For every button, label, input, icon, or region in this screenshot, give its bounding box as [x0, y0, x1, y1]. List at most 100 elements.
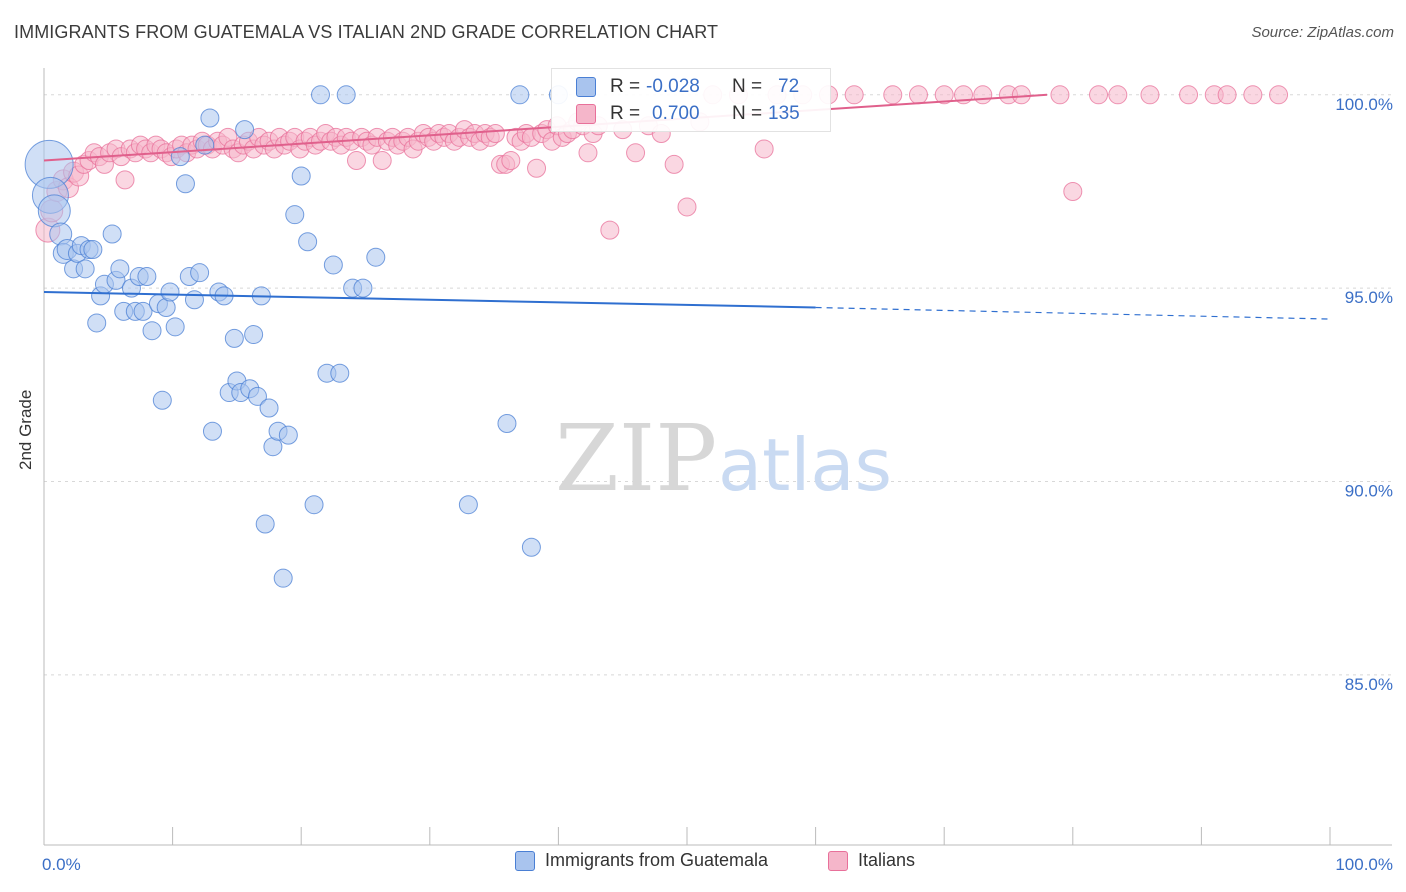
- r-label-pink: R =: [610, 103, 641, 124]
- legend-item-guatemala: Immigrants from Guatemala: [515, 850, 768, 871]
- guatemala-point: [259, 398, 279, 418]
- guatemala-point: [521, 537, 541, 557]
- guatemala-point: [336, 85, 356, 105]
- legend-swatch-italians: [828, 850, 848, 871]
- guatemala-point: [510, 85, 530, 105]
- legend-label-guatemala: Immigrants from Guatemala: [545, 850, 769, 870]
- guatemala-point: [497, 413, 517, 433]
- italians-point: [1108, 85, 1128, 105]
- tick-labels: 100.0% 95.0% 90.0% 85.0% 0.0% 100.0%: [42, 95, 1393, 874]
- guatemala-trend-extension: [815, 306, 1331, 320]
- guatemala-point: [83, 239, 103, 259]
- guatemala-point: [353, 278, 373, 298]
- watermark: ZIP atlas: [555, 405, 892, 512]
- y-tick-label: 90.0%: [1345, 482, 1393, 501]
- italians-point: [1063, 181, 1083, 201]
- y-axis-title: 2nd Grade: [16, 389, 35, 470]
- guatemala-point: [200, 108, 220, 128]
- trend-lines: [43, 93, 1331, 320]
- n-label-blue: N =: [732, 76, 763, 97]
- italians-point: [1089, 85, 1109, 105]
- italians-point: [883, 85, 903, 105]
- italians-point: [115, 170, 135, 190]
- guatemala-trend-line: [43, 291, 816, 309]
- guatemala-point: [244, 325, 264, 345]
- guatemala-point: [160, 282, 180, 302]
- italians-point: [527, 158, 547, 178]
- r-value-blue: -0.028: [646, 76, 700, 97]
- italians-point: [973, 85, 993, 105]
- watermark-atlas: atlas: [718, 423, 892, 507]
- guatemala-point: [310, 85, 330, 105]
- stats-swatch-pink: [576, 104, 596, 124]
- italians-point: [934, 85, 954, 105]
- guatemala-point: [273, 568, 293, 588]
- italians-point: [1011, 85, 1031, 105]
- stats-row-pink: R = 0.700 N = 135: [552, 100, 830, 128]
- italians-point: [754, 139, 774, 159]
- italians-point: [1140, 85, 1160, 105]
- n-value-pink: 135: [768, 103, 800, 124]
- italians-point: [908, 85, 928, 105]
- italians-point: [372, 151, 392, 171]
- watermark-zip: ZIP: [555, 405, 717, 512]
- stats-row-blue: R = -0.028 N = 72: [552, 73, 830, 101]
- stats-box: R = -0.028 N = 72 R = 0.700 N = 135: [551, 68, 831, 132]
- italians-point: [346, 151, 366, 171]
- italians-point: [664, 154, 684, 174]
- guatemala-point: [278, 425, 298, 445]
- y-tick-label: 100.0%: [1335, 95, 1393, 114]
- guatemala-point: [202, 421, 222, 441]
- guatemala-point: [133, 301, 153, 321]
- stats-swatch-blue: [576, 77, 596, 97]
- guatemala-point: [190, 263, 210, 283]
- guatemala-point: [37, 194, 71, 228]
- guatemala-point: [224, 328, 244, 348]
- italians-point: [1179, 85, 1199, 105]
- guatemala-point: [291, 166, 311, 186]
- italians-point: [844, 85, 864, 105]
- italians-point: [600, 220, 620, 240]
- y-tick-label: 95.0%: [1345, 288, 1393, 307]
- x-tick-label: 0.0%: [42, 855, 81, 874]
- guatemala-point: [175, 174, 195, 194]
- guatemala-point: [152, 390, 172, 410]
- guatemala-point: [87, 313, 107, 333]
- guatemala-point: [247, 386, 267, 406]
- guatemala-point: [298, 232, 318, 252]
- guatemala-point: [165, 317, 185, 337]
- italians-point: [1050, 85, 1070, 105]
- guatemala-point: [285, 205, 305, 225]
- x-tick-label: 100.0%: [1335, 855, 1393, 874]
- guatemala-point: [304, 495, 324, 515]
- guatemala-point: [142, 321, 162, 341]
- guatemala-point: [458, 495, 478, 515]
- guatemala-point: [184, 290, 204, 310]
- legend-swatch-guatemala: [515, 850, 535, 871]
- italians-point: [626, 143, 646, 163]
- guatemala-point: [366, 247, 386, 267]
- legend: Immigrants from Guatemala Italians: [0, 850, 1406, 878]
- guatemala-point: [110, 259, 130, 279]
- italians-point: [578, 143, 598, 163]
- guatemala-point: [235, 120, 255, 140]
- guatemala-point: [102, 224, 122, 244]
- guatemala-points: [24, 85, 568, 588]
- legend-label-italians: Italians: [858, 850, 916, 870]
- source-credit: Source: ZipAtlas.com: [1251, 24, 1394, 41]
- italians-point: [1217, 85, 1237, 105]
- italians-point: [1243, 85, 1263, 105]
- guatemala-point: [323, 255, 343, 275]
- n-value-blue: 72: [778, 76, 800, 97]
- italians-point: [677, 197, 697, 217]
- y-tick-label: 85.0%: [1345, 675, 1393, 694]
- italians-point: [1269, 85, 1289, 105]
- n-label-pink: N =: [732, 103, 763, 124]
- guatemala-point: [137, 267, 157, 287]
- legend-item-italians: Italians: [828, 850, 915, 871]
- guatemala-point: [75, 259, 95, 279]
- r-label-blue: R =: [610, 76, 641, 97]
- italians-point: [485, 123, 505, 143]
- guatemala-point: [330, 363, 350, 383]
